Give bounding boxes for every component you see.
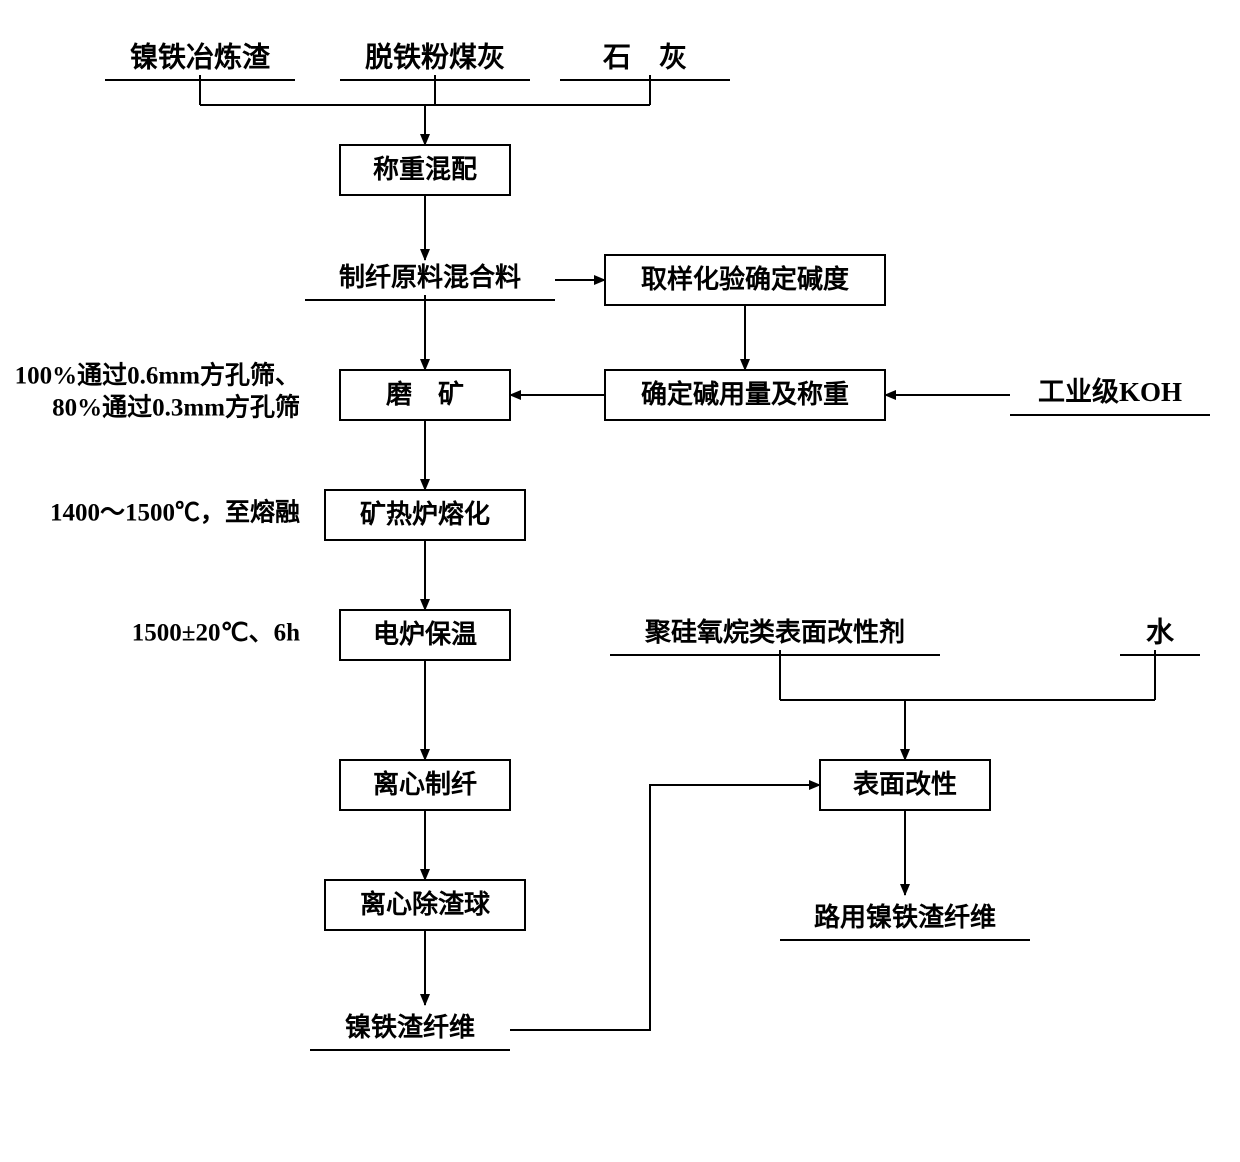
svg-text:离心制纤: 离心制纤 <box>373 769 477 799</box>
svg-text:磨 矿: 磨 矿 <box>386 379 464 409</box>
ann-sieve-2: 80%通过0.3mm方孔筛 <box>52 393 300 422</box>
brk-surf <box>780 650 1155 760</box>
svg-text:脱铁粉煤灰: 脱铁粉煤灰 <box>365 41 505 73</box>
ann-sieve-1: 100%通过0.6mm方孔筛、 <box>15 361 300 390</box>
svg-text:离心除渣球: 离心除渣球 <box>360 889 491 919</box>
svg-text:工业级KOH: 工业级KOH <box>1038 376 1182 407</box>
svg-text:制纤原料混合料: 制纤原料混合料 <box>339 262 521 292</box>
svg-text:路用镍铁渣纤维: 路用镍铁渣纤维 <box>814 902 996 932</box>
flowchart-canvas: 称重混配取样化验确定碱度磨 矿 确定碱用量及称重矿热炉熔化电炉保温离心制纤离心除渣… <box>0 0 1240 1162</box>
svg-text:称重混配: 称重混配 <box>373 155 477 184</box>
mix-material: 制纤原料混合料 <box>305 262 555 300</box>
in-koh: 工业级KOH <box>1010 376 1210 415</box>
ann-melt: 1400～1500℃，至熔融 <box>50 498 300 527</box>
b-spin: 离心制纤 <box>340 760 510 810</box>
b-surface: 表面改性 <box>820 760 990 810</box>
svg-text:电炉保温: 电炉保温 <box>373 620 477 649</box>
svg-text:镍铁冶炼渣: 镍铁冶炼渣 <box>130 40 271 73</box>
a13 <box>510 785 820 1030</box>
out-road-fiber: 路用镍铁渣纤维 <box>780 902 1030 940</box>
brk-top <box>200 75 650 145</box>
b-melt: 矿热炉熔化 <box>325 490 525 540</box>
in-lime: 石 灰 <box>560 41 730 80</box>
svg-text:水: 水 <box>1146 616 1175 648</box>
svg-text:镍铁渣纤维: 镍铁渣纤维 <box>345 1012 475 1042</box>
in-nickel-slag: 镍铁冶炼渣 <box>105 40 295 80</box>
b-deshot: 离心除渣球 <box>325 880 525 930</box>
ann-hold: 1500±20℃、6h <box>132 620 300 647</box>
b-grind: 磨 矿 <box>340 370 510 420</box>
svg-text:矿热炉熔化: 矿热炉熔化 <box>360 499 490 529</box>
svg-text:聚硅氧烷类表面改性剂: 聚硅氧烷类表面改性剂 <box>644 617 905 647</box>
in-modifier: 聚硅氧烷类表面改性剂 <box>610 617 940 655</box>
out-fiber: 镍铁渣纤维 <box>310 1012 510 1050</box>
svg-text:石 灰: 石 灰 <box>602 41 687 73</box>
svg-text:取样化验确定碱度: 取样化验确定碱度 <box>641 264 849 294</box>
b-weigh-mix: 称重混配 <box>340 145 510 195</box>
b-hold: 电炉保温 <box>340 610 510 660</box>
svg-text:表面改性: 表面改性 <box>853 769 957 799</box>
in-water: 水 <box>1120 616 1200 655</box>
b-koh-amount: 确定碱用量及称重 <box>605 370 885 420</box>
svg-text:确定碱用量及称重: 确定碱用量及称重 <box>641 379 849 409</box>
in-deiron-flyash: 脱铁粉煤灰 <box>340 41 530 80</box>
b-sample: 取样化验确定碱度 <box>605 255 885 305</box>
